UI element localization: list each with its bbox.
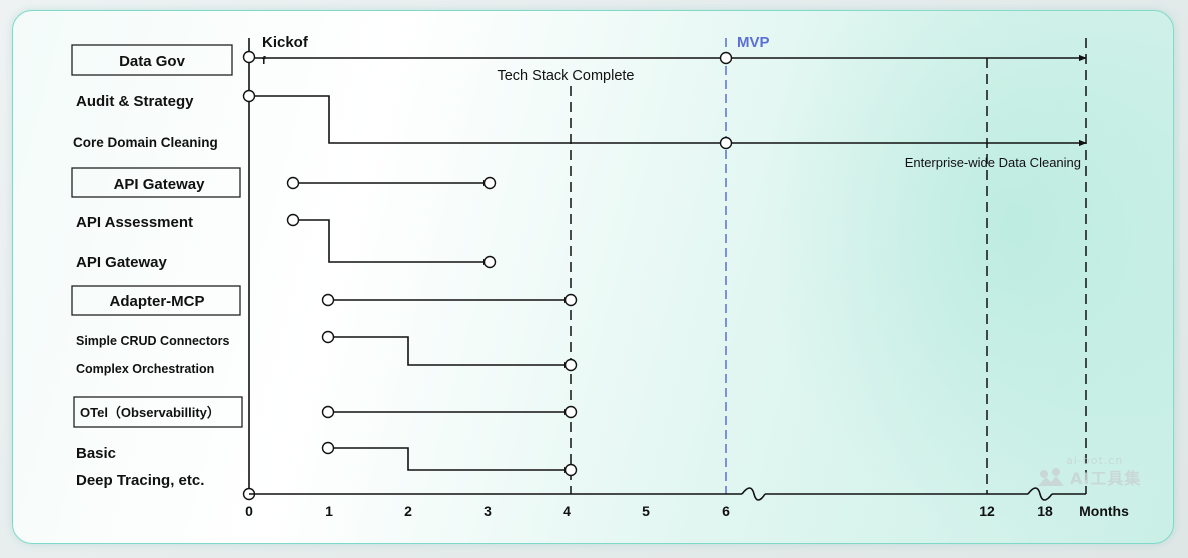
node-kickoff — [242, 50, 256, 64]
label-otel: OTel（Observabillity） — [80, 405, 220, 420]
axis-break-1 — [741, 487, 766, 501]
node-adapter-end — [564, 293, 578, 307]
node-audit-start — [242, 89, 256, 103]
label-api-gateway-header: API Gateway — [114, 176, 206, 193]
node-api-gateway-end — [483, 176, 497, 190]
node-api-gateway-row-end — [483, 255, 497, 269]
tick-label: 5 — [642, 503, 650, 519]
tick-label: 12 — [979, 503, 995, 519]
tick-label: 4 — [563, 503, 571, 519]
bar-api-assessment-to-gateway — [293, 219, 491, 266]
tick-label: 3 — [484, 503, 492, 519]
kickoff-label-line2: f — [262, 55, 266, 67]
label-adapter-mcp: Adapter-MCP — [109, 293, 204, 310]
node-api-gateway-start — [286, 176, 300, 190]
bar-crud-to-orchestration — [328, 336, 572, 369]
watermark-url: ai-bot.cn — [1066, 454, 1124, 467]
label-audit-strategy: Audit & Strategy — [76, 93, 194, 110]
robot-logo-icon — [1038, 468, 1064, 486]
label-api-assessment: API Assessment — [76, 214, 193, 231]
section-box-adapter-mcp — [71, 285, 241, 316]
label-complex-orchestration: Complex Orchestration — [76, 362, 214, 376]
tech-stack-complete-label: Tech Stack Complete — [497, 68, 634, 84]
node-deep-tracing-end — [564, 463, 578, 477]
node-adapter-start — [321, 293, 335, 307]
axis-break-2 — [1027, 487, 1053, 501]
label-data-gov: Data Gov — [119, 53, 186, 70]
node-crud-start — [321, 330, 335, 344]
bar-audit-to-cleaning — [249, 95, 1087, 147]
watermark: ai-bot.cn AI工具集 — [1036, 454, 1141, 489]
tick-label: 2 — [404, 503, 412, 519]
tick-label: 0 — [245, 503, 253, 519]
label-api-gateway: API Gateway — [76, 254, 168, 271]
tick-label: 6 — [722, 503, 730, 519]
label-simple-crud: Simple CRUD Connectors — [76, 334, 230, 348]
tick-label: 18 — [1037, 503, 1053, 519]
node-orchestration-end — [564, 358, 578, 372]
section-box-data-gov — [71, 44, 233, 76]
node-cleaning-mvp — [719, 136, 733, 150]
watermark-name: AI工具集 — [1070, 469, 1142, 488]
label-basic: Basic — [76, 445, 116, 462]
tick-label: 1 — [325, 503, 333, 519]
node-api-assessment-start — [286, 213, 300, 227]
node-basic-start — [321, 441, 335, 455]
node-otel-start — [321, 405, 335, 419]
node-mvp — [719, 51, 733, 65]
enterprise-cleaning-label: Enterprise-wide Data Cleaning — [905, 155, 1081, 170]
kickoff-label-line1: Kickof — [262, 34, 309, 51]
bar-basic-to-deep-tracing — [328, 447, 572, 474]
section-box-otel — [73, 396, 243, 428]
label-core-domain-cleaning: Core Domain Cleaning — [73, 135, 218, 150]
mvp-label: MVP — [737, 34, 770, 51]
node-otel-end — [564, 405, 578, 419]
section-box-api-gateway — [71, 167, 241, 198]
label-deep-tracing: Deep Tracing, etc. — [76, 472, 204, 489]
axis-unit-label: Months — [1079, 503, 1129, 519]
